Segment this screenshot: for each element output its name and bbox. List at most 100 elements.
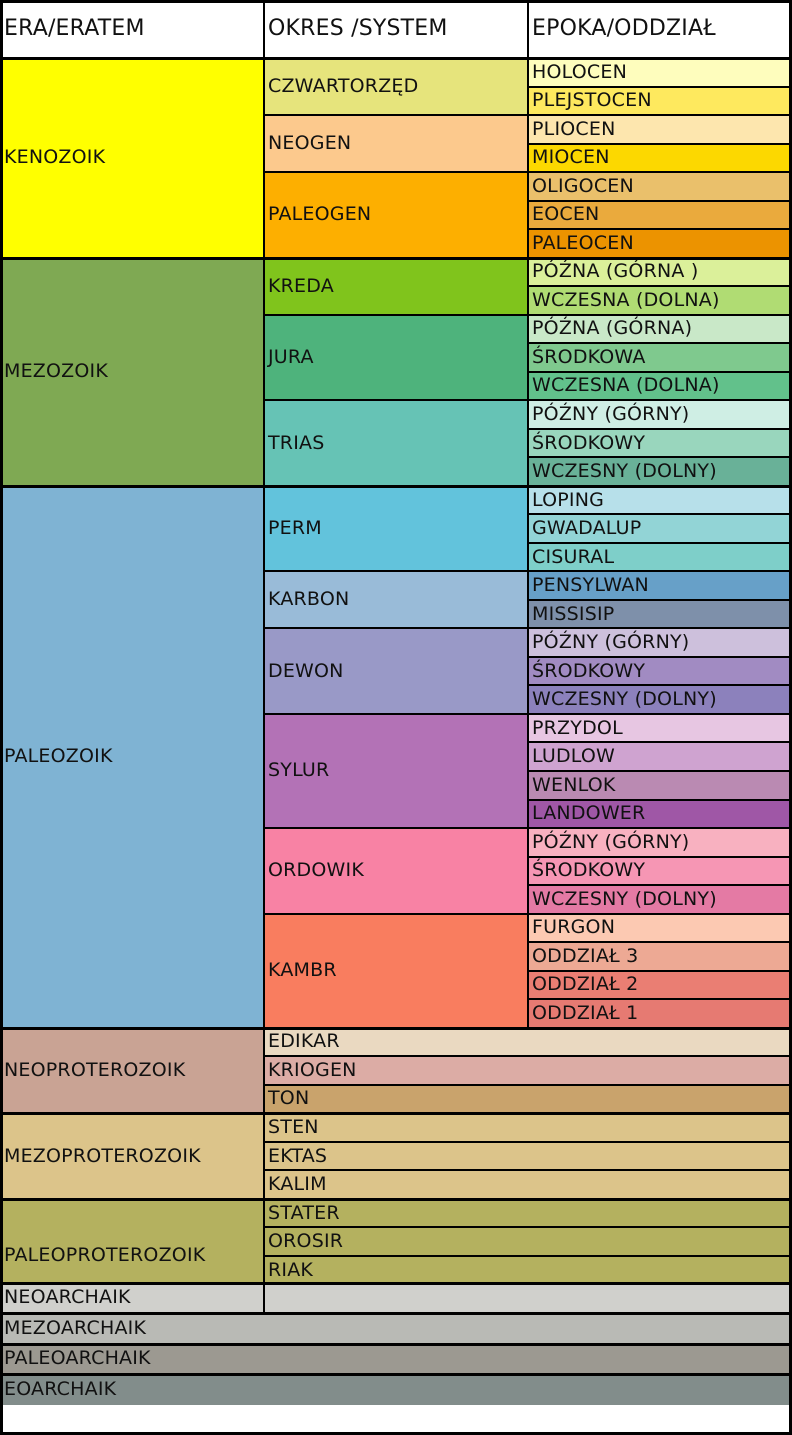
period-cell: ORDOWIK bbox=[264, 828, 528, 914]
epoch-cell: PLEJSTOCEN bbox=[528, 86, 792, 116]
epoch-cell: PENSYLWAN bbox=[528, 571, 792, 600]
grid-line bbox=[528, 57, 792, 59]
period-cell: KAMBR bbox=[264, 913, 528, 1028]
grid-line bbox=[528, 570, 792, 573]
grid-line bbox=[528, 370, 792, 373]
grid-line bbox=[528, 741, 792, 744]
grid-line bbox=[264, 1026, 792, 1029]
grid-line bbox=[528, 114, 792, 117]
grid-line bbox=[264, 1226, 792, 1229]
era-cell: MEZOZOIK bbox=[0, 257, 264, 486]
grid-line bbox=[528, 313, 792, 316]
grid-line bbox=[528, 884, 792, 887]
epoch-cell: WENLOK bbox=[528, 771, 792, 800]
epoch-cell: PÓŹNY (GÓRNY) bbox=[528, 628, 792, 657]
grid-line bbox=[263, 0, 265, 1313]
epoch-cell: ŚRODKOWY bbox=[528, 656, 792, 686]
epoch-cell: WCZESNY (DOLNY) bbox=[528, 885, 792, 914]
grid-line bbox=[528, 285, 792, 288]
grid-line bbox=[528, 712, 792, 715]
grid-line bbox=[264, 1083, 792, 1086]
epoch-cell: FURGON bbox=[528, 913, 792, 943]
period-row: KRIOGEN bbox=[264, 1056, 792, 1085]
period-cell: CZWARTORZĘD bbox=[264, 58, 528, 116]
grid-line bbox=[264, 1140, 792, 1143]
period-row: STEN bbox=[264, 1113, 792, 1142]
grid-line bbox=[0, 1312, 792, 1315]
epoch-cell: ŚRODKOWY bbox=[528, 856, 792, 886]
grid-line bbox=[528, 827, 792, 830]
grid-line bbox=[0, 1281, 792, 1285]
grid-line bbox=[528, 85, 792, 88]
grid-line bbox=[528, 998, 792, 1001]
grid-line bbox=[789, 0, 792, 1435]
epoch-cell: PLIOCEN bbox=[528, 115, 792, 144]
grid-line bbox=[0, 0, 792, 3]
era-cell: PALEOZOIK bbox=[0, 485, 264, 1028]
epoch-cell: PRZYDOL bbox=[528, 713, 792, 743]
grid-line bbox=[528, 684, 792, 687]
grid-line bbox=[0, 1432, 792, 1435]
grid-line bbox=[528, 171, 792, 174]
period-cell: DEWON bbox=[264, 628, 528, 714]
epoch-cell: LOPING bbox=[528, 485, 792, 515]
grid-line bbox=[528, 855, 792, 858]
grid-line bbox=[528, 912, 792, 915]
period-cell: PERM bbox=[264, 485, 528, 572]
epoch-cell: MISSISIP bbox=[528, 599, 792, 629]
epoch-cell: ODDZIAŁ 3 bbox=[528, 942, 792, 971]
grid-line bbox=[528, 941, 792, 944]
era-row: PALEOARCHAIK bbox=[0, 1343, 792, 1374]
epoch-cell: PÓŹNA (GÓRNA ) bbox=[528, 257, 792, 287]
era-row: MEZOARCHAIK bbox=[0, 1313, 792, 1344]
grid-line bbox=[528, 342, 792, 345]
grid-line bbox=[0, 1342, 792, 1346]
grid-line bbox=[0, 1373, 792, 1376]
era-row: EOARCHAIK bbox=[0, 1374, 792, 1405]
grid-line bbox=[528, 399, 792, 402]
epoch-cell: PÓŹNY (GÓRNY) bbox=[528, 828, 792, 857]
grid-line bbox=[528, 142, 792, 145]
grid-line bbox=[528, 199, 792, 202]
period-cell: NEOGEN bbox=[264, 115, 528, 173]
grid-line bbox=[528, 427, 792, 430]
epoch-cell: PALEOCEN bbox=[528, 229, 792, 258]
epoch-cell: LANDOWER bbox=[528, 799, 792, 829]
epoch-cell: GWADALUP bbox=[528, 514, 792, 543]
period-row: RIAK bbox=[264, 1255, 792, 1285]
epoch-cell: PÓŹNY (GÓRNY) bbox=[528, 400, 792, 429]
header-cell: EPOKA/ODDZIAŁ bbox=[528, 0, 792, 58]
epoch-cell: LUDLOW bbox=[528, 742, 792, 771]
header-cell: OKRES /SYSTEM bbox=[264, 0, 528, 58]
grid-line bbox=[528, 541, 792, 544]
grid-line bbox=[264, 1197, 792, 1200]
grid-line bbox=[528, 969, 792, 972]
epoch-cell: OLIGOCEN bbox=[528, 172, 792, 201]
era-cell: NEOPROTEROZOIK bbox=[0, 1027, 264, 1114]
period-row: STATER bbox=[264, 1198, 792, 1228]
epoch-cell: WCZESNY (DOLNY) bbox=[528, 457, 792, 486]
epoch-cell: EOCEN bbox=[528, 200, 792, 230]
period-cell: PALEOGEN bbox=[264, 172, 528, 258]
period-cell: SYLUR bbox=[264, 713, 528, 829]
grid-line bbox=[528, 484, 792, 487]
header-cell: ERA/ERATEM bbox=[0, 0, 264, 58]
period-cell: KREDA bbox=[264, 257, 528, 315]
epoch-cell: ŚRODKOWY bbox=[528, 428, 792, 458]
grid-line bbox=[528, 456, 792, 459]
grid-line bbox=[528, 770, 792, 772]
grid-line bbox=[528, 598, 792, 601]
grid-line bbox=[528, 256, 792, 259]
era-cell: KENOZOIK bbox=[0, 58, 264, 258]
period-cell: JURA bbox=[264, 314, 528, 401]
epoch-cell: CISURAL bbox=[528, 542, 792, 572]
epoch-cell: ODDZIAŁ 1 bbox=[528, 999, 792, 1028]
epoch-cell: WCZESNY (DOLNY) bbox=[528, 685, 792, 714]
grid-line bbox=[264, 1055, 792, 1058]
period-row: OROSIR bbox=[264, 1227, 792, 1256]
epoch-cell: HOLOCEN bbox=[528, 58, 792, 87]
era-row: NEOARCHAIK bbox=[0, 1282, 792, 1313]
grid-line bbox=[527, 0, 529, 1027]
period-row: TON bbox=[264, 1084, 792, 1114]
